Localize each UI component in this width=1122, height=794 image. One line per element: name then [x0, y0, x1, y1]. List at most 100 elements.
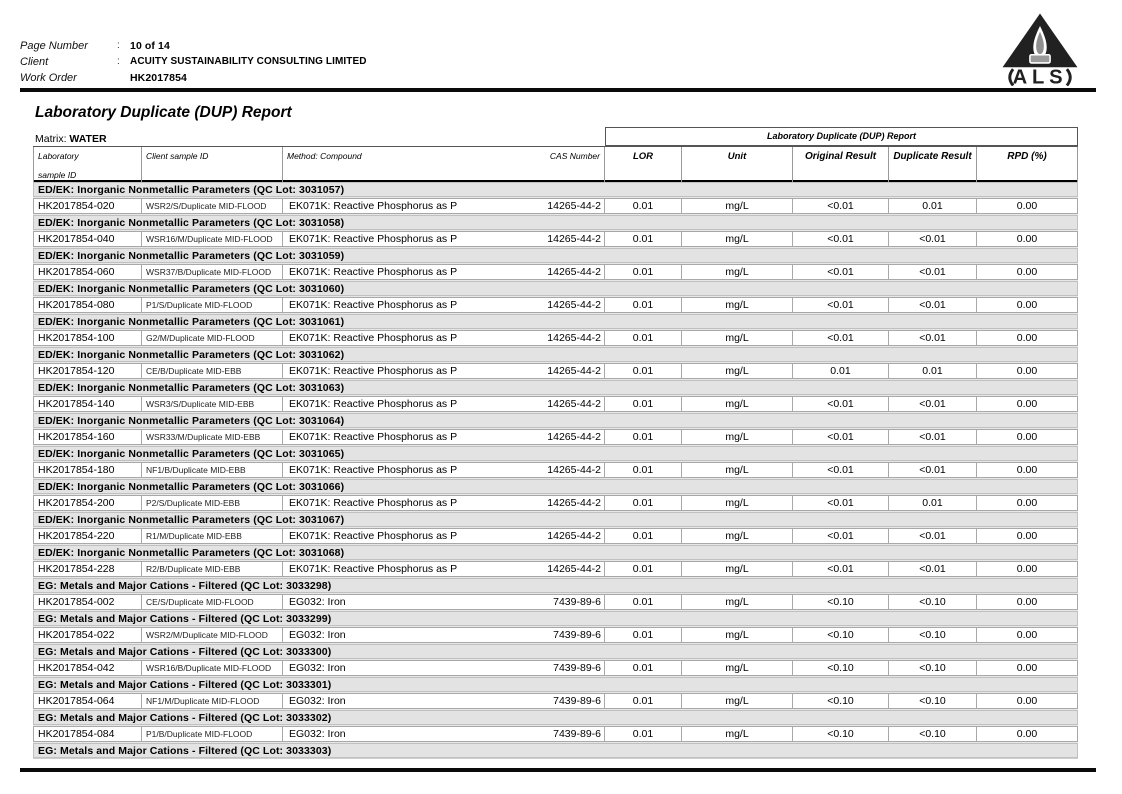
cas-number-cell: 14265-44-2	[530, 231, 605, 247]
duplicate-result-cell: <0.10	[889, 693, 977, 709]
document-info-header: Page Number : 10 of 14 Client : ACUITY S…	[20, 38, 367, 86]
method-compound-cell: EK071K: Reactive Phosphorus as P	[283, 495, 530, 511]
cas-number-cell: 7439-89-6	[530, 627, 605, 643]
cas-number-cell: 14265-44-2	[530, 429, 605, 445]
section-header: ED/EK: Inorganic Nonmetallic Parameters …	[33, 215, 1078, 230]
cas-number-cell: 14265-44-2	[530, 264, 605, 280]
rpd-cell: 0.00	[977, 264, 1078, 280]
rpd-cell: 0.00	[977, 231, 1078, 247]
original-result-cell: 0.01	[793, 363, 889, 379]
lor-cell: 0.01	[605, 363, 682, 379]
client-sample-id-cell: P1/S/Duplicate MID-FLOOD	[142, 297, 283, 313]
rpd-cell: 0.00	[977, 297, 1078, 313]
client-sample-id-cell: CE/S/Duplicate MID-FLOOD	[142, 594, 283, 610]
cas-number-cell: 14265-44-2	[530, 198, 605, 214]
original-result-cell: <0.01	[793, 561, 889, 577]
method-compound-cell: EG032: Iron	[283, 627, 530, 643]
lab-sample-id-cell: HK2017854-042	[33, 660, 142, 676]
client-sample-id-cell: R2/B/Duplicate MID-EBB	[142, 561, 283, 577]
method-compound-cell: EK071K: Reactive Phosphorus as P	[283, 330, 530, 346]
client-row: Client : ACUITY SUSTAINABILITY CONSULTIN…	[20, 54, 367, 70]
lab-sample-id-cell: HK2017854-120	[33, 363, 142, 379]
duplicate-result-cell: <0.01	[889, 561, 977, 577]
column-header-duplicate-result: Duplicate Result	[889, 147, 977, 182]
original-result-cell: <0.01	[793, 264, 889, 280]
duplicate-result-cell: <0.01	[889, 297, 977, 313]
client-sample-id-cell: G2/M/Duplicate MID-FLOOD	[142, 330, 283, 346]
client-sample-id-cell: WSR16/B/Duplicate MID-FLOOD	[142, 660, 283, 676]
table-row: HK2017854-064 NF1/M/Duplicate MID-FLOOD EG…	[33, 693, 1078, 709]
section-header: ED/EK: Inorganic Nonmetallic Parameters …	[33, 347, 1078, 362]
work-order-label: Work Order	[20, 72, 77, 84]
column-header-original-result: Original Result	[793, 147, 889, 182]
section-header: ED/EK: Inorganic Nonmetallic Parameters …	[33, 512, 1078, 527]
section-header: ED/EK: Inorganic Nonmetallic Parameters …	[33, 182, 1078, 197]
client-colon: :	[117, 56, 120, 67]
table-row: HK2017854-002 CE/S/Duplicate MID-FLOOD EG0…	[33, 594, 1078, 610]
unit-cell: mg/L	[682, 660, 793, 676]
lor-cell: 0.01	[605, 231, 682, 247]
table-row: HK2017854-220 R1/M/Duplicate MID-EBB EK071…	[33, 528, 1078, 544]
section-header: ED/EK: Inorganic Nonmetallic Parameters …	[33, 413, 1078, 428]
column-header-cas-number: CAS Number	[530, 147, 605, 182]
footer-rule	[20, 768, 1096, 772]
method-compound-cell: EK071K: Reactive Phosphorus as P	[283, 231, 530, 247]
cas-number-cell: 14265-44-2	[530, 495, 605, 511]
duplicate-result-cell: <0.01	[889, 264, 977, 280]
als-logo-text: ALS	[1013, 67, 1068, 86]
section-header: EG: Metals and Major Cations - Filtered …	[33, 644, 1078, 659]
lor-cell: 0.01	[605, 297, 682, 313]
als-logo-graphic: ALS	[1002, 13, 1078, 89]
lab-sample-id-cell: HK2017854-084	[33, 726, 142, 742]
matrix-value: WATER	[69, 133, 107, 145]
rpd-cell: 0.00	[977, 396, 1078, 412]
duplicate-result-cell: <0.01	[889, 462, 977, 478]
lab-sample-id-cell: HK2017854-060	[33, 264, 142, 280]
als-logo: ALS	[992, 12, 1088, 91]
lor-cell: 0.01	[605, 462, 682, 478]
table-row: HK2017854-022 WSR2/M/Duplicate MID-FLOOD E…	[33, 627, 1078, 643]
span-header: Laboratory Duplicate (DUP) Report	[605, 127, 1078, 146]
table-row: HK2017854-140 WSR3/S/Duplicate MID-EBB EK0…	[33, 396, 1078, 412]
rpd-cell: 0.00	[977, 594, 1078, 610]
cas-number-cell: 14265-44-2	[530, 462, 605, 478]
lab-sample-id-cell: HK2017854-160	[33, 429, 142, 445]
table-row: HK2017854-180 NF1/B/Duplicate MID-EBB EK07…	[33, 462, 1078, 478]
unit-cell: mg/L	[682, 198, 793, 214]
section-header: EG: Metals and Major Cations - Filtered …	[33, 743, 1078, 758]
table-row: HK2017854-120 CE/B/Duplicate MID-EBB EK071…	[33, 363, 1078, 379]
cas-number-cell: 7439-89-6	[530, 726, 605, 742]
lor-cell: 0.01	[605, 429, 682, 445]
lor-cell: 0.01	[605, 495, 682, 511]
client-sample-id-cell: WSR16/M/Duplicate MID-FLOOD	[142, 231, 283, 247]
duplicate-result-cell: <0.01	[889, 429, 977, 445]
rpd-cell: 0.00	[977, 693, 1078, 709]
section-header: ED/EK: Inorganic Nonmetallic Parameters …	[33, 248, 1078, 263]
lab-sample-id-cell: HK2017854-100	[33, 330, 142, 346]
rpd-cell: 0.00	[977, 660, 1078, 676]
column-header-method-compound: Method: Compound	[287, 151, 362, 161]
section-header: EG: Metals and Major Cations - Filtered …	[33, 677, 1078, 692]
rpd-cell: 0.00	[977, 495, 1078, 511]
lab-sample-id-cell: HK2017854-022	[33, 627, 142, 643]
lor-cell: 0.01	[605, 726, 682, 742]
section-header: ED/EK: Inorganic Nonmetallic Parameters …	[33, 545, 1078, 560]
rpd-cell: 0.00	[977, 330, 1078, 346]
duplicate-result-cell: <0.10	[889, 627, 977, 643]
rpd-cell: 0.00	[977, 363, 1078, 379]
lab-sample-id-cell: HK2017854-064	[33, 693, 142, 709]
table-row: HK2017854-200 P2/S/Duplicate MID-EBB EK071…	[33, 495, 1078, 511]
cas-number-cell: 7439-89-6	[530, 660, 605, 676]
page-number-row: Page Number : 10 of 14	[20, 38, 367, 54]
table-row: HK2017854-080 P1/S/Duplicate MID-FLOOD EK0…	[33, 297, 1078, 313]
column-header-row: Laboratory sample ID Client sample ID Me…	[33, 146, 1078, 182]
method-compound-cell: EK071K: Reactive Phosphorus as P	[283, 429, 530, 445]
rpd-cell: 0.00	[977, 627, 1078, 643]
duplicate-result-cell: <0.10	[889, 726, 977, 742]
cas-number-cell: 14265-44-2	[530, 363, 605, 379]
column-header-unit: Unit	[682, 147, 793, 182]
unit-cell: mg/L	[682, 462, 793, 478]
unit-cell: mg/L	[682, 627, 793, 643]
client-sample-id-cell: WSR2/S/Duplicate MID-FLOOD	[142, 198, 283, 214]
work-order-value: HK2017854	[130, 72, 187, 84]
